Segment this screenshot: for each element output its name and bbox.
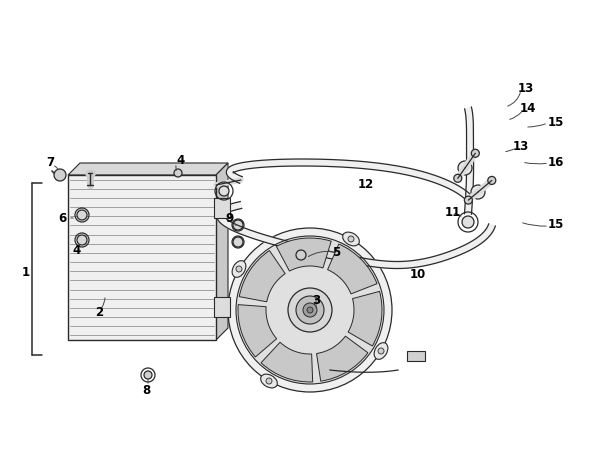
Wedge shape <box>238 304 277 357</box>
Circle shape <box>174 169 182 177</box>
Text: 13: 13 <box>513 140 529 152</box>
Circle shape <box>471 149 479 157</box>
Circle shape <box>236 266 242 272</box>
Wedge shape <box>316 336 368 381</box>
Ellipse shape <box>374 342 388 360</box>
Bar <box>214 297 230 317</box>
Circle shape <box>236 236 384 384</box>
Circle shape <box>296 296 324 324</box>
Text: 4: 4 <box>72 244 80 256</box>
Wedge shape <box>327 244 377 294</box>
Text: 10: 10 <box>410 268 426 282</box>
Circle shape <box>462 216 474 228</box>
Circle shape <box>54 169 66 181</box>
Circle shape <box>471 185 485 199</box>
Text: 2: 2 <box>95 305 103 319</box>
Circle shape <box>296 250 306 260</box>
Text: 4: 4 <box>176 153 184 167</box>
Polygon shape <box>226 159 471 200</box>
Ellipse shape <box>261 374 277 388</box>
Circle shape <box>458 161 472 175</box>
Circle shape <box>303 303 317 317</box>
Text: 11: 11 <box>445 206 461 219</box>
Polygon shape <box>68 163 228 175</box>
Bar <box>407 351 425 361</box>
Text: 16: 16 <box>548 155 564 169</box>
Circle shape <box>488 176 496 184</box>
Bar <box>80 163 216 316</box>
Text: 1: 1 <box>22 266 30 279</box>
Circle shape <box>288 288 332 332</box>
Circle shape <box>228 228 392 392</box>
Circle shape <box>233 237 243 247</box>
Ellipse shape <box>343 232 359 246</box>
Text: 7: 7 <box>46 156 54 170</box>
Text: 5: 5 <box>332 246 340 258</box>
Wedge shape <box>239 250 285 302</box>
Ellipse shape <box>232 261 246 277</box>
Circle shape <box>77 210 87 220</box>
Bar <box>68 175 216 340</box>
Text: 8: 8 <box>142 383 151 397</box>
Circle shape <box>348 236 354 242</box>
Bar <box>214 198 230 218</box>
Text: 9: 9 <box>225 211 233 225</box>
Text: 13: 13 <box>518 82 534 95</box>
Wedge shape <box>348 291 382 346</box>
Circle shape <box>453 174 462 182</box>
Text: 14: 14 <box>520 102 536 114</box>
Wedge shape <box>277 238 331 271</box>
Circle shape <box>266 378 272 384</box>
Text: 12: 12 <box>358 178 375 190</box>
Circle shape <box>77 235 87 245</box>
Polygon shape <box>217 201 495 268</box>
Circle shape <box>378 348 384 354</box>
Circle shape <box>465 196 472 204</box>
Text: 15: 15 <box>548 115 564 129</box>
Text: 15: 15 <box>548 218 564 231</box>
Polygon shape <box>216 163 228 340</box>
Circle shape <box>219 186 229 196</box>
Wedge shape <box>261 342 313 382</box>
Polygon shape <box>465 107 474 214</box>
Text: 3: 3 <box>312 294 320 306</box>
Circle shape <box>233 220 243 230</box>
Circle shape <box>307 307 313 313</box>
Circle shape <box>144 371 152 379</box>
Text: 6: 6 <box>58 211 66 225</box>
